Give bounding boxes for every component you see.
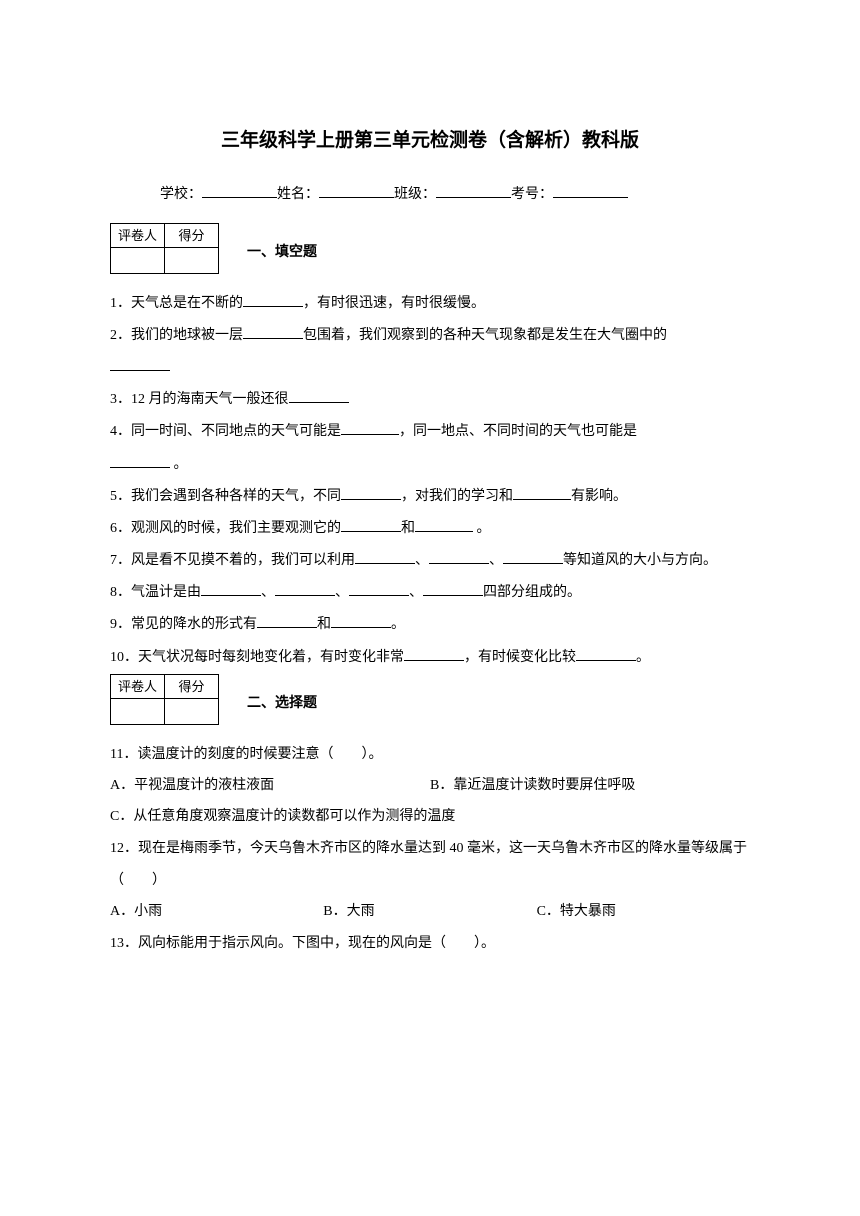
class-blank[interactable]: [436, 184, 511, 198]
q4-blank-1[interactable]: [341, 421, 399, 435]
q8-blank-2[interactable]: [275, 582, 335, 596]
question-2: 2．我们的地球被一层包围着，我们观察到的各种天气现象都是发生在大气圈中的: [110, 320, 750, 352]
q11-option-a[interactable]: A．平视温度计的液柱液面: [110, 771, 430, 802]
question-2-cont: [110, 352, 750, 384]
question-11: 11．读温度计的刻度的时候要注意（ ）。: [110, 739, 750, 771]
q9-blank-1[interactable]: [257, 614, 317, 628]
q5-blank-1[interactable]: [341, 486, 401, 500]
score-cell-reviewer[interactable]: [111, 247, 165, 273]
question-8: 8．气温计是由、、、四部分组成的。: [110, 577, 750, 609]
q4-blank-2[interactable]: [110, 454, 170, 468]
score-cell-score-2[interactable]: [165, 698, 219, 724]
question-7: 7．风是看不见摸不着的，我们可以利用、、等知道风的大小与方向。: [110, 545, 750, 577]
question-4-cont: 。: [110, 449, 750, 481]
page-title: 三年级科学上册第三单元检测卷（含解析）教科版: [110, 120, 750, 162]
question-3: 3．12 月的海南天气一般还很: [110, 384, 750, 416]
section-1-title: 一、填空题: [247, 236, 317, 267]
exam-label: 考号：: [511, 187, 553, 202]
q2-blank-2[interactable]: [110, 357, 170, 371]
q10-blank-2[interactable]: [576, 647, 636, 661]
score-col-score-2: 得分: [165, 674, 219, 698]
name-label: 姓名：: [277, 187, 319, 202]
question-1: 1．天气总是在不断的，有时很迅速，有时很缓慢。: [110, 288, 750, 320]
question-12: 12．现在是梅雨季节，今天乌鲁木齐市区的降水量达到 40 毫米，这一天乌鲁木齐市…: [110, 833, 750, 897]
section-2-title: 二、选择题: [247, 687, 317, 718]
q10-blank-1[interactable]: [404, 647, 464, 661]
q7-blank-1[interactable]: [355, 550, 415, 564]
q11-options-row1: A．平视温度计的液柱液面 B．靠近温度计读数时要屏住呼吸: [110, 771, 750, 802]
q5-blank-2[interactable]: [513, 486, 571, 500]
school-blank[interactable]: [202, 184, 277, 198]
q3-blank[interactable]: [289, 389, 349, 403]
question-10: 10．天气状况每时每刻地变化着，有时变化非常，有时候变化比较。: [110, 642, 750, 674]
score-col-reviewer: 评卷人: [111, 223, 165, 247]
score-col-score: 得分: [165, 223, 219, 247]
question-6: 6．观测风的时候，我们主要观测它的和 。: [110, 513, 750, 545]
q11-options-row2: C．从任意角度观察温度计的读数都可以作为测得的温度: [110, 802, 750, 833]
q2-blank-1[interactable]: [243, 325, 303, 339]
q6-blank-2[interactable]: [415, 518, 473, 532]
question-13: 13．风向标能用于指示风向。下图中，现在的风向是（ ）。: [110, 928, 750, 960]
q12-option-b[interactable]: B．大雨: [323, 897, 536, 928]
q11-option-b[interactable]: B．靠近温度计读数时要屏住呼吸: [430, 771, 750, 802]
question-5: 5．我们会遇到各种各样的天气，不同，对我们的学习和有影响。: [110, 481, 750, 513]
question-4: 4．同一时间、不同地点的天气可能是，同一地点、不同时间的天气也可能是: [110, 416, 750, 448]
q12-option-c[interactable]: C．特大暴雨: [537, 897, 750, 928]
score-cell-reviewer-2[interactable]: [111, 698, 165, 724]
q7-blank-3[interactable]: [503, 550, 563, 564]
q12-options: A．小雨 B．大雨 C．特大暴雨: [110, 897, 750, 928]
section-2-header: 评卷人 得分 二、选择题: [110, 674, 750, 731]
question-9: 9．常见的降水的形式有和。: [110, 609, 750, 641]
q6-blank-1[interactable]: [341, 518, 401, 532]
q9-blank-2[interactable]: [331, 614, 391, 628]
class-label: 班级：: [394, 187, 436, 202]
score-table-2: 评卷人 得分: [110, 674, 219, 725]
q12-option-a[interactable]: A．小雨: [110, 897, 323, 928]
q8-blank-1[interactable]: [201, 582, 261, 596]
section-1-header: 评卷人 得分 一、填空题: [110, 223, 750, 280]
q11-option-c[interactable]: C．从任意角度观察温度计的读数都可以作为测得的温度: [110, 809, 455, 824]
school-label: 学校：: [160, 187, 202, 202]
name-blank[interactable]: [319, 184, 394, 198]
q8-blank-4[interactable]: [423, 582, 483, 596]
score-cell-score[interactable]: [165, 247, 219, 273]
exam-blank[interactable]: [553, 184, 628, 198]
score-table-1: 评卷人 得分: [110, 223, 219, 274]
student-info-line: 学校： 姓名： 班级： 考号：: [110, 180, 750, 211]
q8-blank-3[interactable]: [349, 582, 409, 596]
q1-blank[interactable]: [243, 293, 303, 307]
q7-blank-2[interactable]: [429, 550, 489, 564]
score-col-reviewer-2: 评卷人: [111, 674, 165, 698]
